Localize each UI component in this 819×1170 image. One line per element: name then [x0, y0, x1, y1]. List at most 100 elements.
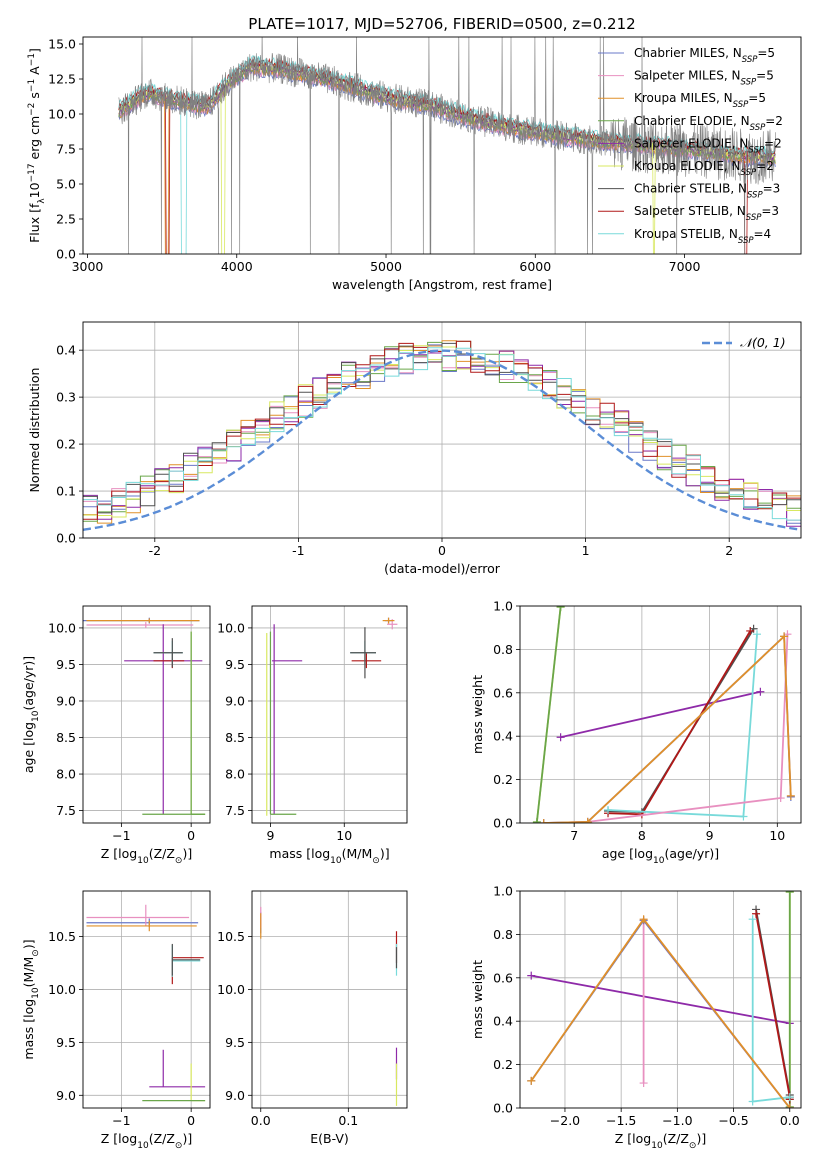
y-axis-label: age [log10(age/yr)]: [21, 656, 41, 773]
label-part: mass [log: [269, 846, 330, 861]
plot-area: [118, 37, 776, 254]
legend-sub: SSP: [741, 168, 757, 178]
label-part: 10: [31, 987, 41, 999]
x-axis-label: mass [log10(M/M⊙)]: [269, 846, 389, 866]
x-tick-label: −0.5: [718, 1113, 748, 1128]
x-tick-label: 6000: [519, 259, 551, 274]
plus-marker: [785, 1104, 794, 1108]
plus-marker: [746, 626, 755, 635]
y-tick-label: 9.0: [56, 1088, 76, 1103]
label-part: s: [27, 92, 42, 103]
y-tick-label: 9.5: [225, 657, 245, 672]
x-tick-label: 3000: [72, 259, 104, 274]
plot-area: [520, 606, 801, 823]
figure-title: PLATE=1017, MJD=52706, FIBERID=0500, z=0…: [248, 15, 635, 33]
y-tick-label: 0.2: [56, 437, 76, 452]
label-part: −2: [27, 103, 37, 116]
errorbar-point: [149, 1049, 206, 1088]
legend-entry: Chabrier MILES, NSSP=5: [634, 46, 775, 65]
series-line-salpeter-elodie: [560, 690, 761, 739]
panel-spectrum: 3000 4000 5000 6000 7000 0.0 2.5 5.0 7.5 10.0 12.5…: [27, 37, 802, 292]
x-tick-label: 0.0: [780, 1113, 800, 1128]
y-tick-label: 10.5: [217, 929, 245, 944]
y-tick-label: 10.0: [48, 982, 76, 997]
errorbar-point: [271, 624, 303, 815]
x-tick-label: −1: [112, 1113, 130, 1128]
errorbar-point: [86, 618, 200, 623]
y-tick-label: 0.6: [493, 970, 513, 985]
plus-marker: [748, 915, 757, 924]
label-part: 10: [653, 856, 665, 866]
label-part: ⊙: [175, 856, 183, 866]
y-tick-label: 1.0: [493, 884, 513, 899]
y-tick-label: 0.8: [493, 642, 513, 657]
y-tick-label: 9.5: [225, 1035, 245, 1050]
axes-frame: [519, 605, 802, 824]
x-tick-label: 10: [336, 828, 352, 843]
legend-text: Chabrier ELODIE, N: [634, 114, 750, 128]
axes-frame: [82, 605, 211, 824]
plus-marker: [639, 1079, 648, 1088]
label-part: 10: [137, 856, 149, 866]
plot-area: [83, 891, 210, 1108]
y-tick-label: 9.5: [56, 657, 76, 672]
histogram-kroupa-stelib: [83, 347, 801, 521]
gaussian-legend-label: 𝒩(0, 1): [740, 335, 786, 350]
x-axis-label: age [log10(age/yr)]: [602, 846, 719, 866]
legend-text: Salpeter MILES, N: [634, 69, 741, 83]
legend-sub: SSP: [750, 123, 766, 133]
label-part: (Z/Z: [663, 1131, 689, 1146]
plus-marker: [583, 817, 592, 823]
y-tick-label: 0.8: [493, 927, 513, 942]
y-tick-label: 0.0: [493, 1101, 513, 1116]
plus-marker: [739, 812, 748, 821]
label-part: (Z/Z: [149, 846, 175, 861]
label-part: (Z/Z: [149, 1131, 175, 1146]
legend-entry: Salpeter MILES, NSSP=5: [634, 69, 774, 88]
x-tick-label: 7: [570, 828, 578, 843]
x-tick-label: 0.1: [338, 1113, 358, 1128]
label-part: )]: [182, 846, 192, 861]
observed-spectrum-line: [118, 37, 776, 254]
x-tick-label: -1: [292, 543, 304, 558]
legend-suffix: =3: [761, 204, 779, 218]
legend-sub: SSP: [747, 191, 763, 201]
plus-marker: [776, 794, 785, 803]
y-axis-label: Flux [fλ10−17 erg cm−2 s−1 A−1]: [27, 48, 47, 243]
y-tick-label: 12.5: [48, 72, 76, 87]
x-tick-label: 5000: [370, 259, 402, 274]
errorbar-point: [351, 653, 382, 669]
y-tick-label: 15.0: [48, 37, 76, 52]
axes-frame: [82, 321, 802, 539]
panel-mass-vs-EBV: 0.0 0.1 9.0 9.5 10.0 10.5 E(B-V): [217, 890, 408, 1146]
legend-text: Kroupa MILES, N: [634, 91, 733, 105]
label-part: ⊙: [372, 856, 380, 866]
label-part: −17: [27, 163, 37, 182]
plus-marker: [785, 891, 794, 897]
plus-marker: [556, 733, 565, 742]
label-part: )]: [696, 1131, 706, 1146]
y-tick-label: 5.0: [56, 177, 76, 192]
label-part: age [log: [21, 722, 36, 773]
y-tick-label: 9.0: [225, 1088, 245, 1103]
x-axis-label: Z [log10(Z/Z⊙)]: [615, 1131, 706, 1151]
y-axis-label: mass [log10(M/M⊙)]: [21, 939, 41, 1059]
legend-suffix: =2: [764, 136, 782, 150]
panel-age-vs-Z: −1 07.58.08.59.09.510.0Z [log10(Z/Z⊙)]age…: [21, 605, 211, 866]
legend-entry: Salpeter ELODIE, NSSP=2: [634, 136, 782, 155]
x-axis-label: Z [log10(Z/Z⊙)]: [101, 1131, 192, 1151]
legend-text: Kroupa STELIB, N: [634, 227, 738, 241]
x-axis-label: wavelength [Angstrom, rest frame]: [332, 277, 552, 292]
label-part: 10: [651, 1141, 663, 1151]
x-tick-label: -2: [149, 543, 161, 558]
y-tick-label: 1.0: [493, 599, 513, 614]
x-tick-label: 7000: [669, 259, 701, 274]
legend-sub: SSP: [742, 55, 758, 65]
y-tick-label: 10.5: [48, 929, 76, 944]
label-part: )]: [380, 846, 390, 861]
plot-area: [83, 322, 801, 538]
y-tick-label: 9.5: [56, 1035, 76, 1050]
